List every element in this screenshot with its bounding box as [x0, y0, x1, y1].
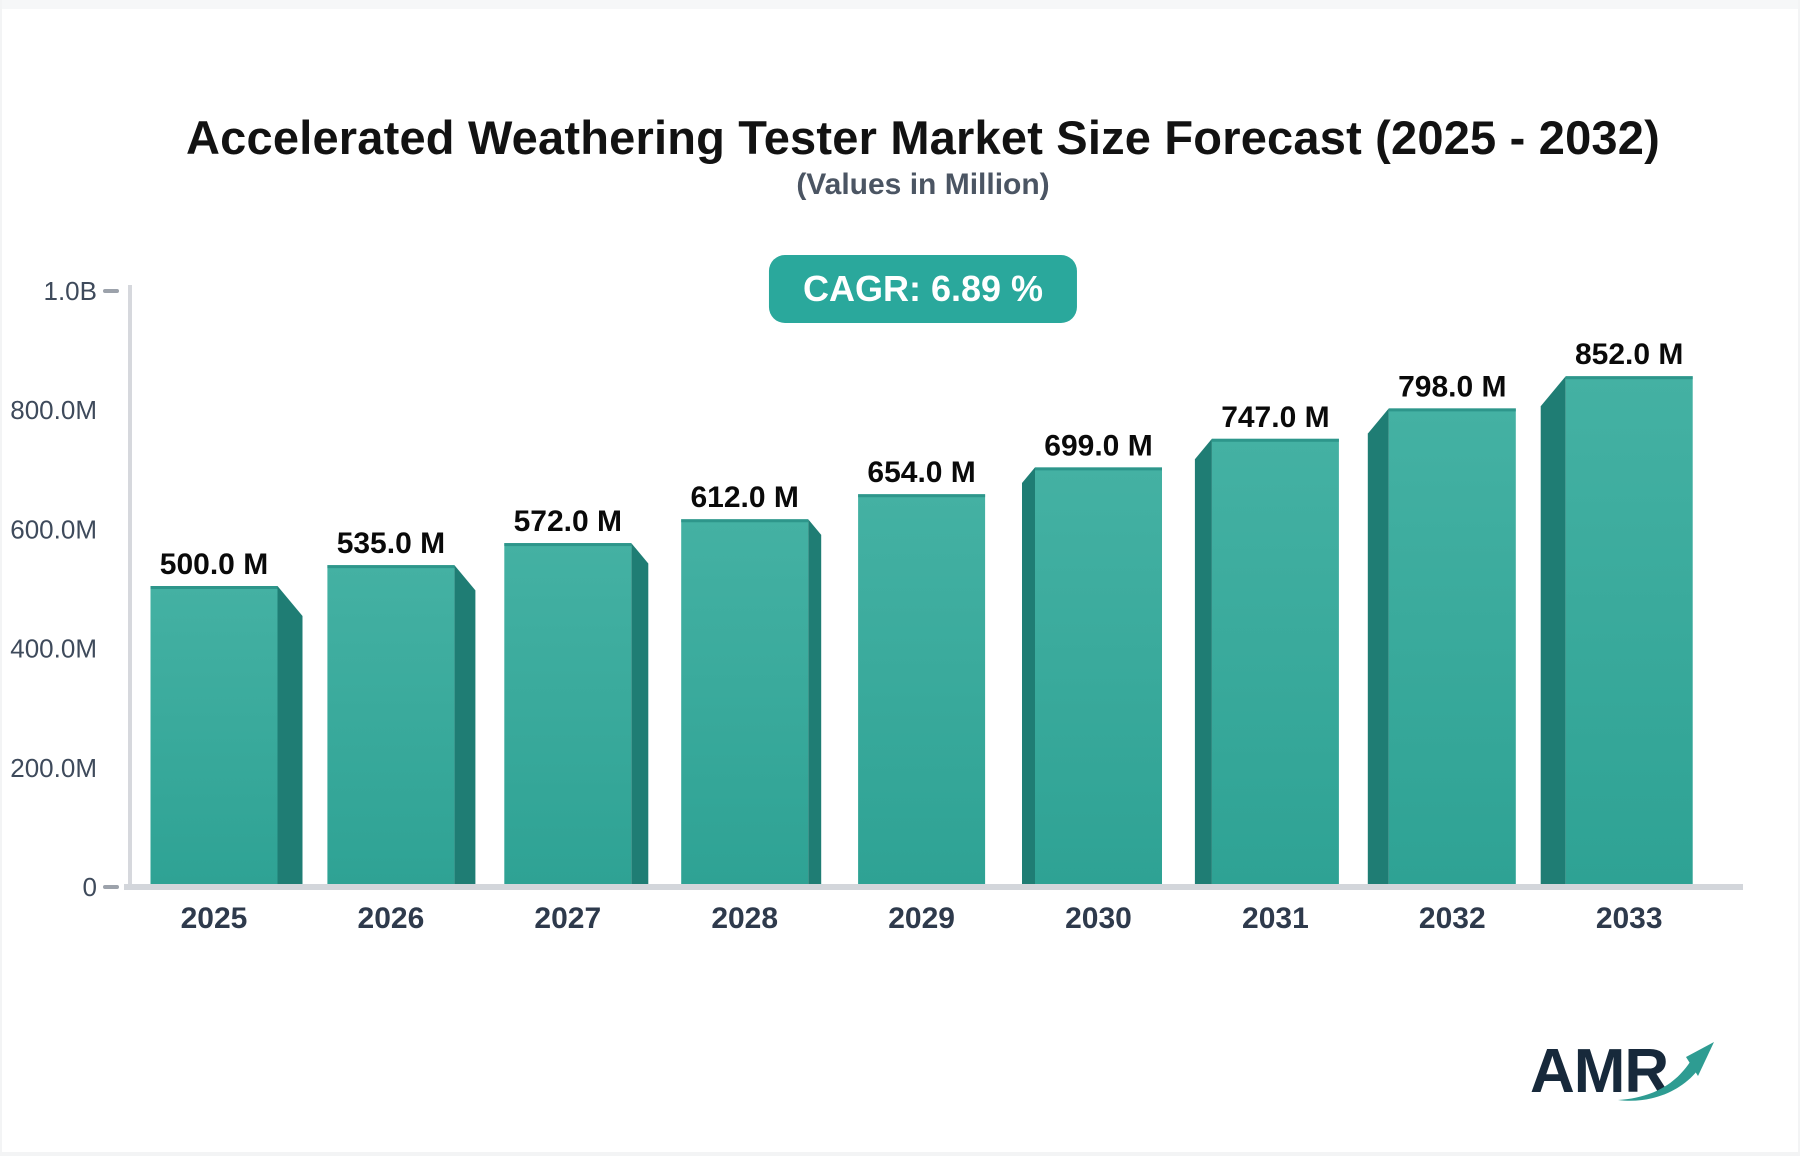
value-label-2025: 500.0 M	[160, 548, 268, 581]
value-label-2033: 852.0 M	[1575, 338, 1683, 371]
bar-2032	[1388, 408, 1516, 889]
y-tick-400.0M: 400.0M	[10, 634, 97, 664]
bar-side-2033	[1540, 376, 1566, 889]
x-tick-2030: 2030	[1065, 902, 1132, 935]
x-tick-2031: 2031	[1242, 902, 1309, 935]
bar-top-edge-2033	[1565, 376, 1693, 380]
x-tick-2025: 2025	[181, 902, 248, 935]
brand-logo-text: AMR	[1530, 1037, 1669, 1106]
bar-top-edge-2027	[504, 543, 632, 547]
bar-side-2032	[1367, 408, 1389, 889]
bar-top-edge-2031	[1211, 438, 1339, 442]
page-edge-right	[1798, 0, 1800, 1156]
bar-2026	[327, 565, 455, 889]
bar-2033	[1565, 376, 1693, 889]
y-tick-dash-1.0B	[103, 289, 119, 293]
y-tick-200.0M: 200.0M	[10, 753, 97, 783]
y-tick-0: 0	[83, 872, 97, 902]
value-label-2031: 747.0 M	[1221, 401, 1329, 434]
bar-side-2026	[454, 565, 476, 889]
bar-side-2028	[808, 519, 822, 889]
chart-subtitle: (Values in Million)	[796, 168, 1050, 201]
bar-2025	[150, 586, 278, 889]
bar-top-edge-2028	[681, 519, 809, 523]
x-tick-2027: 2027	[534, 902, 601, 935]
value-label-2027: 572.0 M	[514, 505, 622, 538]
bar-side-2030	[1022, 467, 1035, 889]
bar-2028	[681, 519, 809, 889]
y-tick-600.0M: 600.0M	[10, 514, 97, 544]
x-tick-2028: 2028	[711, 902, 778, 935]
value-label-2030: 699.0 M	[1044, 429, 1152, 462]
chart-title: Accelerated Weathering Tester Market Siz…	[186, 111, 1660, 164]
bar-top-edge-2030	[1035, 467, 1162, 471]
bar-side-2031	[1194, 438, 1212, 889]
bar-top-edge-2026	[327, 565, 455, 569]
x-tick-2032: 2032	[1419, 902, 1486, 935]
x-tick-2026: 2026	[358, 902, 425, 935]
y-tick-800.0M: 800.0M	[10, 395, 97, 425]
bar-2031	[1211, 438, 1339, 889]
growth-arrow-icon	[1618, 1042, 1714, 1101]
value-label-2026: 535.0 M	[337, 527, 445, 560]
brand-logo: AMR	[1530, 1036, 1750, 1116]
y-tick-dash-0	[103, 885, 119, 889]
y-axis-line	[128, 285, 132, 884]
bar-top-edge-2032	[1388, 408, 1516, 412]
page-edge-bottom	[0, 1152, 1800, 1156]
cagr-badge: CAGR: 6.89 %	[768, 255, 1078, 323]
value-label-2029: 654.0 M	[867, 456, 975, 489]
y-tick-1.0B: 1.0B	[44, 276, 98, 306]
bar-2030	[1035, 467, 1162, 889]
bar-top-edge-2029	[858, 494, 986, 498]
bar-2029	[858, 494, 986, 889]
page-edge-top	[0, 0, 1800, 9]
value-label-2032: 798.0 M	[1398, 370, 1506, 403]
bar-top-edge-2025	[150, 586, 278, 589]
value-label-2028: 612.0 M	[690, 481, 798, 514]
bar-2027	[504, 543, 632, 889]
bar-side-2027	[631, 543, 649, 889]
bar-side-2025	[277, 586, 303, 889]
x-tick-2029: 2029	[888, 902, 955, 935]
x-tick-2033: 2033	[1596, 902, 1663, 935]
x-axis-line	[124, 884, 1743, 890]
page-edge-left	[0, 0, 2, 1156]
